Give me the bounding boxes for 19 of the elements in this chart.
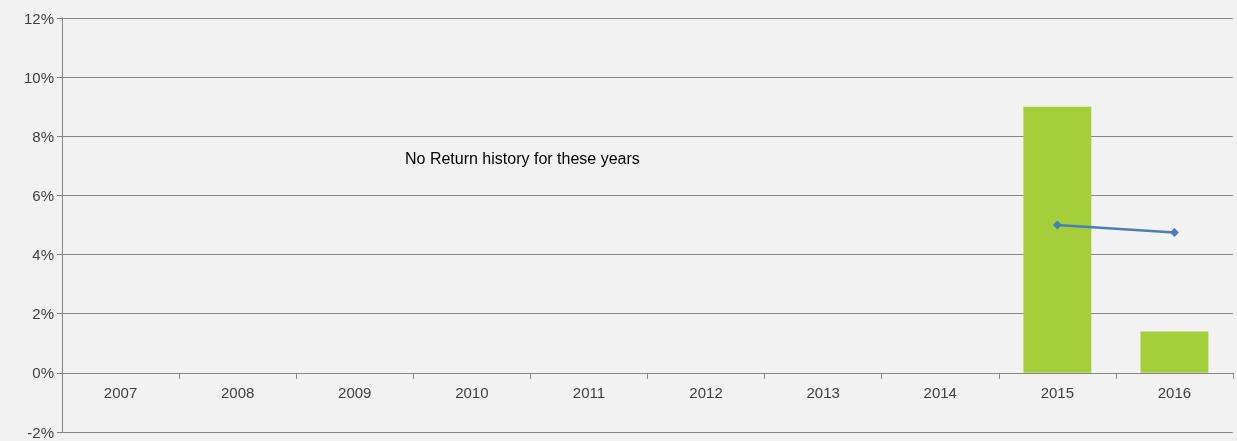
x-tick-label: 2014	[923, 383, 957, 401]
x-tick-label: 2011	[572, 383, 606, 401]
annotation: No Return history for these years	[405, 149, 640, 167]
y-tick-label: 12%	[23, 9, 54, 27]
x-tick-label: 2016	[1157, 383, 1192, 401]
x-tick-label: 2010	[455, 383, 489, 401]
y-tick-label: 2%	[32, 305, 54, 323]
x-tick-label: 2015	[1040, 383, 1075, 401]
y-tick-label: 6%	[32, 186, 54, 204]
y-tick-label: 0%	[32, 364, 54, 382]
y-tick-label: 10%	[23, 68, 54, 86]
x-tick-label: 2012	[689, 383, 723, 401]
x-tick-label: 2009	[338, 383, 372, 401]
y-tick-label: 8%	[32, 127, 54, 145]
x-tick-label: 2008	[220, 383, 255, 401]
x-tick-label: 2013	[806, 383, 840, 401]
y-tick-label: -2%	[27, 423, 54, 441]
y-tick-label: 4%	[32, 246, 54, 264]
x-tick-label: 2007	[103, 383, 138, 401]
